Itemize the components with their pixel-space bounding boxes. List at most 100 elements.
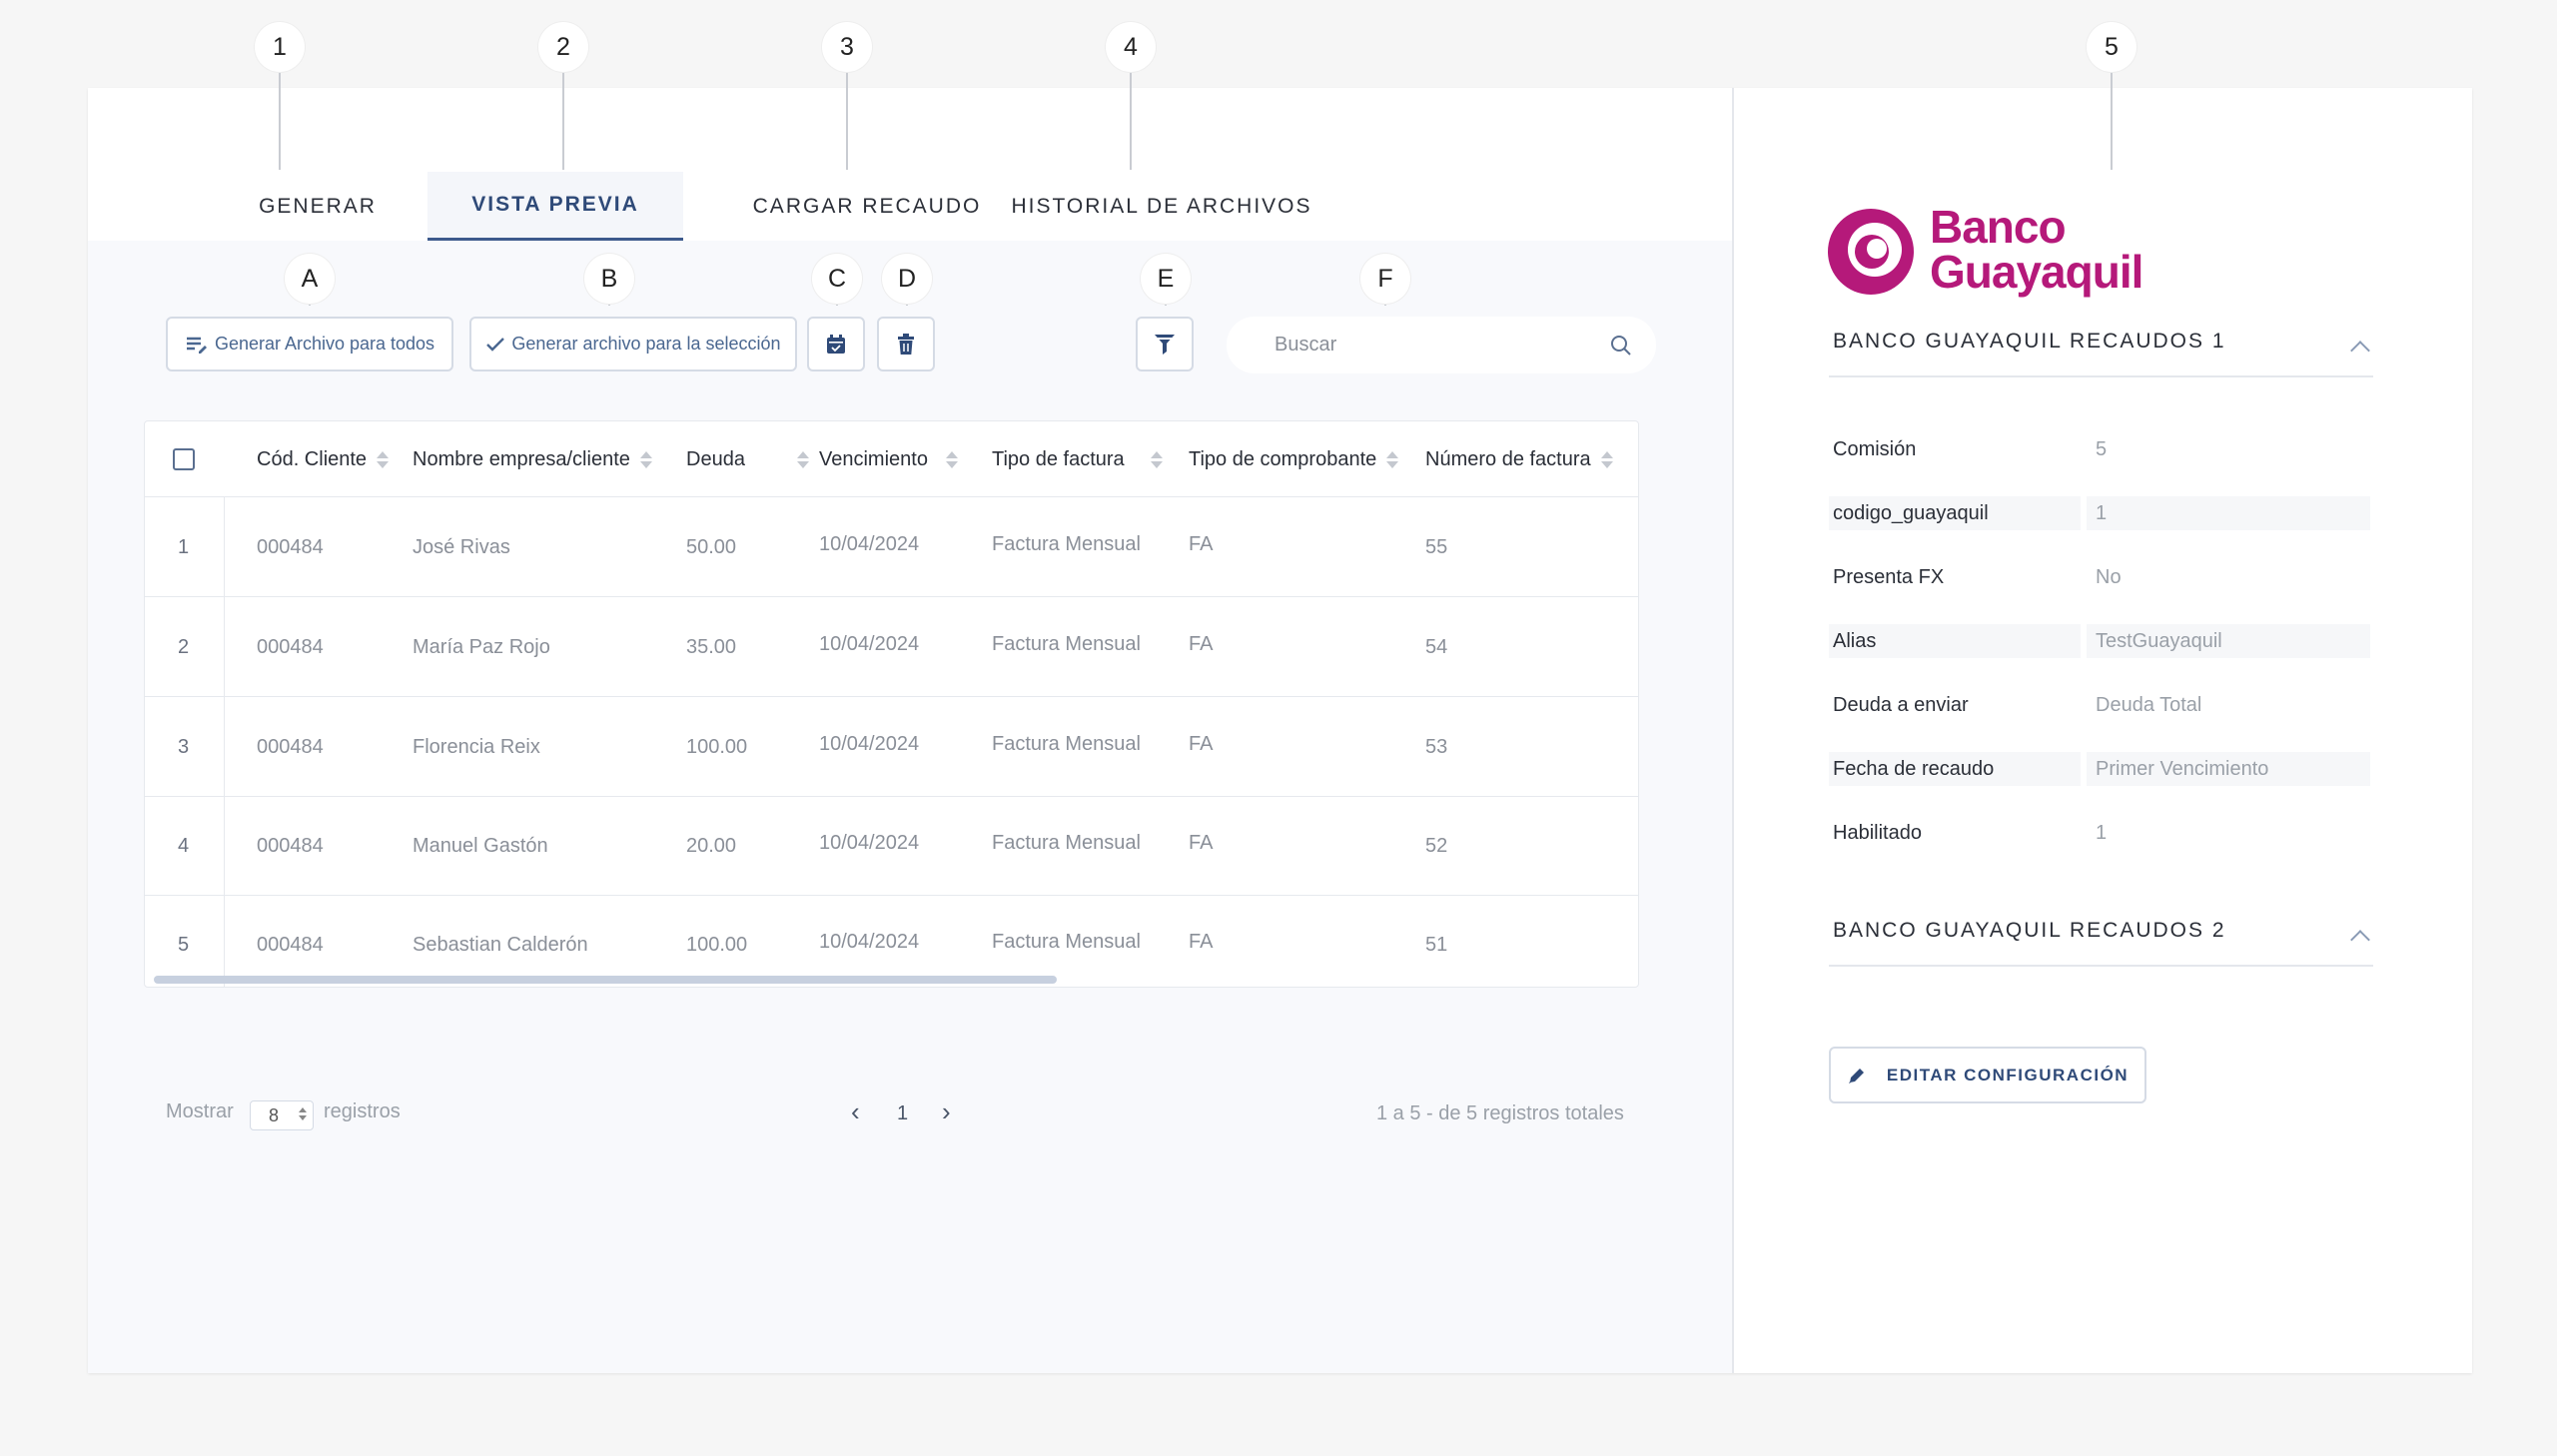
cell-tipo-factura: Factura Mensual xyxy=(992,832,1141,854)
section-1-title[interactable]: BANCO GUAYAQUIL RECAUDOS 1 xyxy=(1833,330,2226,353)
field-label-fecha-de-recaudo: Fecha de recaudo xyxy=(1829,752,2081,786)
header-tipo-factura-label: Tipo de factura xyxy=(992,447,1125,470)
header-numero-factura-label: Número de factura xyxy=(1425,447,1591,470)
section-2-divider xyxy=(1829,965,2373,967)
field-value-fecha-de-recaudo: Primer Vencimiento xyxy=(2087,752,2370,786)
cell-nombre: Manuel Gastón xyxy=(413,835,548,857)
horizontal-scrollbar[interactable] xyxy=(154,976,1057,984)
field-label-codigo-guayaquil: codigo_guayaquil xyxy=(1829,496,2081,530)
sort-icon[interactable] xyxy=(639,450,652,468)
header-cod-cliente[interactable]: Cód. Cliente xyxy=(257,421,390,497)
cell-vencimiento: 10/04/2024 xyxy=(819,832,920,854)
field-label-alias: Alias xyxy=(1829,624,2081,658)
cell-cod-cliente: 000484 xyxy=(257,636,324,658)
cell-nombre: Sebastian Calderón xyxy=(413,934,588,956)
table-row[interactable]: 5 000484 Sebastian Calderón 100.00 10/04… xyxy=(145,896,1638,987)
chevron-up-icon[interactable] xyxy=(2350,930,2370,950)
cell-numero-factura: 52 xyxy=(1425,835,1448,857)
cell-deuda: 50.00 xyxy=(686,536,737,558)
cell-vencimiento: 10/04/2024 xyxy=(819,633,920,655)
header-tipo-factura[interactable]: Tipo de factura xyxy=(992,421,1163,497)
header-numero-factura[interactable]: Número de factura xyxy=(1425,421,1613,497)
search-box[interactable] xyxy=(1227,317,1656,373)
sort-icon[interactable] xyxy=(1600,450,1613,468)
header-tipo-comprobante[interactable]: Tipo de comprobante xyxy=(1189,421,1399,497)
marker-d: D xyxy=(882,254,932,304)
cell-nombre: José Rivas xyxy=(413,536,510,558)
section-1-divider xyxy=(1829,375,2373,377)
calendar-icon xyxy=(827,334,845,354)
marker-3: 3 xyxy=(822,22,872,72)
calendar-button[interactable] xyxy=(807,317,865,371)
panel-divider xyxy=(1732,88,1734,1373)
marker-f: F xyxy=(1360,254,1410,304)
marker-5: 5 xyxy=(2087,22,2136,72)
table-row[interactable]: 1 000484 José Rivas 50.00 10/04/2024 Fac… xyxy=(145,498,1638,597)
next-page-icon[interactable]: › xyxy=(942,1096,951,1126)
current-page[interactable]: 1 xyxy=(897,1102,909,1124)
sort-icon[interactable] xyxy=(377,450,390,468)
search-icon[interactable] xyxy=(1610,335,1632,357)
chevron-up-icon[interactable] xyxy=(2350,341,2370,361)
prev-page-icon[interactable]: ‹ xyxy=(851,1096,860,1126)
marker-e: E xyxy=(1141,254,1191,304)
header-nombre[interactable]: Nombre empresa/cliente xyxy=(413,421,652,497)
sort-icon[interactable] xyxy=(945,450,958,468)
cell-tipo-comprobante: FA xyxy=(1189,533,1214,555)
tab-vista-previa[interactable]: VISTA PREVIA xyxy=(427,172,683,241)
cell-numero-factura: 53 xyxy=(1425,736,1448,758)
cell-cod-cliente: 000484 xyxy=(257,736,324,758)
edit-configuration-button[interactable]: EDITAR CONFIGURACIÓN xyxy=(1829,1047,2146,1103)
section-2-title[interactable]: BANCO GUAYAQUIL RECAUDOS 2 xyxy=(1833,919,2226,942)
page-size-select[interactable]: 8 xyxy=(250,1100,314,1130)
cell-vencimiento: 10/04/2024 xyxy=(819,733,920,755)
select-all-checkbox[interactable] xyxy=(173,448,195,470)
filter-button[interactable] xyxy=(1136,317,1194,371)
field-value-alias: TestGuayaquil xyxy=(2087,624,2370,658)
cell-nombre: Florencia Reix xyxy=(413,736,540,758)
generate-selection-button[interactable]: Generar archivo para la selección xyxy=(469,317,797,371)
bank-logo-line1: Banco xyxy=(1930,201,2067,253)
tab-generar[interactable]: GENERAR xyxy=(259,194,377,218)
header-nombre-label: Nombre empresa/cliente xyxy=(413,447,630,470)
field-value-deuda-a-enviar: Deuda Total xyxy=(2096,693,2202,716)
index-column xyxy=(145,497,225,987)
marker-a: A xyxy=(285,254,335,304)
cell-tipo-factura: Factura Mensual xyxy=(992,633,1141,655)
field-label-deuda-a-enviar: Deuda a enviar xyxy=(1833,693,1969,716)
generate-all-button[interactable]: Generar Archivo para todos xyxy=(166,317,453,371)
header-vencimiento[interactable]: Vencimiento xyxy=(819,421,958,497)
check-icon xyxy=(486,337,505,352)
filter-icon xyxy=(1155,334,1175,355)
delete-button[interactable] xyxy=(877,317,935,371)
table-row[interactable]: 4 000484 Manuel Gastón 20.00 10/04/2024 … xyxy=(145,797,1638,896)
sort-icon[interactable] xyxy=(1150,450,1163,468)
table-row[interactable]: 2 000484 María Paz Rojo 35.00 10/04/2024… xyxy=(145,598,1638,697)
stepper-icon[interactable] xyxy=(299,1107,307,1120)
bank-logo-line2: Guayaquil xyxy=(1930,246,2143,298)
cell-vencimiento: 10/04/2024 xyxy=(819,533,920,555)
row-index: 4 xyxy=(178,835,190,857)
cell-tipo-factura: Factura Mensual xyxy=(992,931,1141,953)
cell-tipo-comprobante: FA xyxy=(1189,832,1214,854)
row-index: 5 xyxy=(178,934,190,956)
cell-tipo-comprobante: FA xyxy=(1189,931,1214,953)
cell-cod-cliente: 000484 xyxy=(257,835,324,857)
tab-cargar-recaudo[interactable]: CARGAR RECAUDO xyxy=(752,194,982,218)
page-size-value: 8 xyxy=(269,1104,280,1125)
cell-deuda: 35.00 xyxy=(686,636,737,658)
table-row[interactable]: 3 000484 Florencia Reix 100.00 10/04/202… xyxy=(145,698,1638,797)
search-input[interactable] xyxy=(1275,334,1610,357)
tab-historial-de-archivos[interactable]: HISTORIAL DE ARCHIVOS xyxy=(1011,194,1312,218)
list-edit-icon xyxy=(186,337,207,354)
left-panel: GENERAR VISTA PREVIA CARGAR RECAUDO HIST… xyxy=(88,88,1732,1373)
field-label-presenta-fx: Presenta FX xyxy=(1833,565,1945,588)
marker-c: C xyxy=(812,254,862,304)
cell-deuda: 100.00 xyxy=(686,934,748,956)
sort-icon[interactable] xyxy=(796,450,809,468)
marker-1: 1 xyxy=(255,22,305,72)
sort-icon[interactable] xyxy=(1386,450,1399,468)
field-label-habilitado: Habilitado xyxy=(1833,821,1922,844)
header-deuda[interactable]: Deuda xyxy=(686,421,809,497)
marker-4: 4 xyxy=(1106,22,1156,72)
